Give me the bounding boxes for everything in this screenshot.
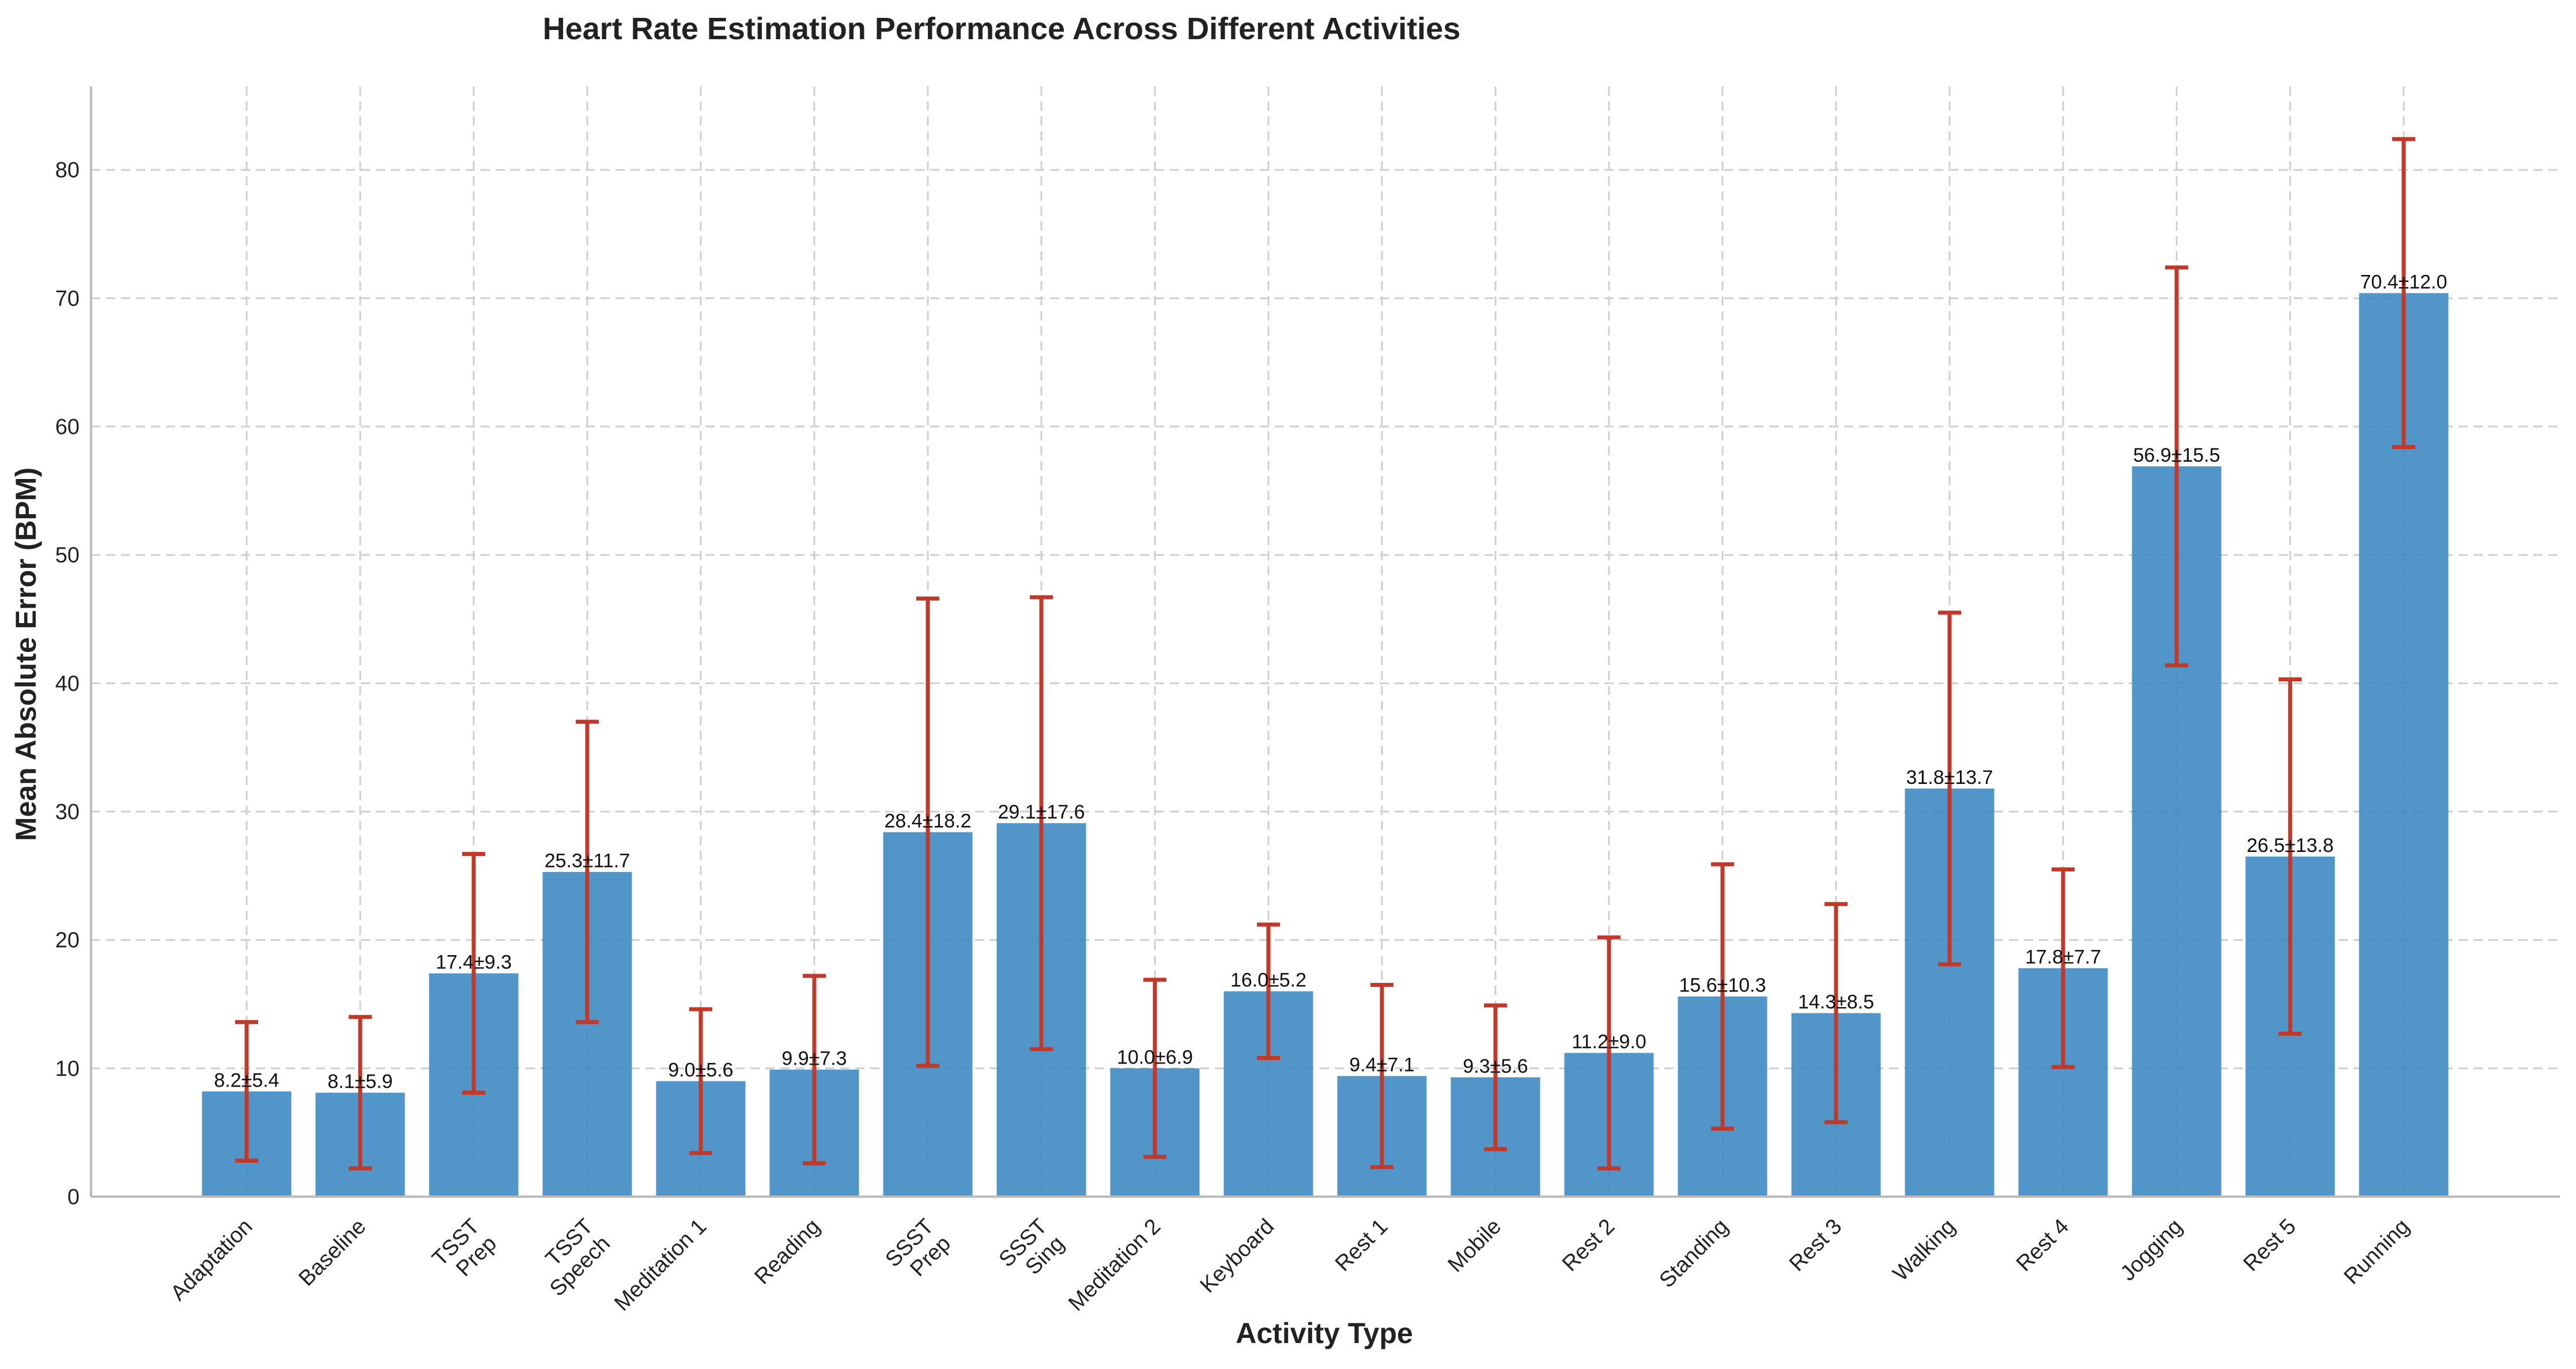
y-tick-label: 70: [55, 286, 80, 311]
error-bar-layer: [235, 137, 2415, 1171]
data-label: 25.3±11.7: [545, 850, 630, 872]
data-label: 8.1±5.9: [327, 1071, 392, 1093]
x-tick-label: Rest 1: [1331, 1215, 1392, 1276]
data-label: 26.5±13.8: [2246, 835, 2333, 857]
x-tick-label: Meditation 1: [610, 1215, 711, 1316]
data-label: 8.2±5.4: [214, 1069, 279, 1091]
x-tick-label: Rest 5: [2239, 1215, 2301, 1276]
bar-layer: [202, 293, 2449, 1197]
data-label: 31.8±13.7: [1906, 767, 1993, 789]
y-tick-label: 50: [55, 544, 80, 568]
data-label: 9.3±5.6: [1463, 1055, 1528, 1077]
y-tick-label: 80: [55, 159, 80, 183]
y-tick-label: 0: [67, 1185, 80, 1209]
data-label: 56.9±15.5: [2133, 444, 2220, 466]
data-label: 17.8±7.7: [2025, 946, 2101, 968]
y-tick-label: 30: [55, 800, 80, 824]
data-label-layer: 8.2±5.4 8.1±5.9 17.4±9.3 25.3±11.7 9.0±5.6 9.…: [214, 271, 2447, 1092]
data-label: 29.1±17.6: [998, 801, 1085, 823]
data-label: 15.6±10.3: [1679, 975, 1766, 997]
data-label: 16.0±5.2: [1230, 970, 1306, 991]
x-tick-label: SSSTSing: [994, 1215, 1069, 1289]
data-label: 10.0±6.9: [1117, 1046, 1193, 1068]
x-tick-label: Rest 3: [1785, 1215, 1846, 1276]
x-tick-label: Keyboard: [1196, 1215, 1279, 1298]
x-tick-label: TSSTPrep: [428, 1215, 501, 1288]
x-tick-label: Rest 4: [2012, 1215, 2073, 1276]
y-tick-label: 20: [55, 929, 80, 953]
x-tick-label: Walking: [1888, 1215, 1960, 1286]
x-tick-label: Reading: [750, 1215, 825, 1289]
x-axis-label: Activity Type: [1236, 1317, 1413, 1349]
chart-title: Heart Rate Estimation Performance Across…: [543, 12, 1461, 46]
x-tick-label: Adaptation: [166, 1215, 257, 1306]
y-tick-label: 40: [55, 672, 80, 696]
x-tick-label: Jogging: [2116, 1215, 2188, 1286]
data-label: 17.4±9.3: [436, 952, 512, 974]
data-label: 28.4±18.2: [884, 810, 971, 832]
x-tick-label: TSSTSpeech: [528, 1215, 615, 1302]
y-tick-label: 60: [55, 415, 80, 439]
data-label: 9.0±5.6: [668, 1059, 733, 1081]
x-tick-label: Running: [2340, 1215, 2415, 1289]
x-tick-label: Standing: [1655, 1215, 1733, 1293]
x-tick-label: Rest 2: [1558, 1215, 1619, 1276]
data-label: 9.9±7.3: [781, 1048, 847, 1070]
x-tick-label: Baseline: [294, 1215, 371, 1291]
x-tick-label: Meditation 2: [1064, 1215, 1165, 1316]
data-label: 11.2±9.0: [1572, 1031, 1646, 1053]
data-label: 70.4±12.0: [2360, 271, 2447, 293]
data-label: 9.4±7.1: [1349, 1054, 1414, 1076]
y-tick-label: 10: [55, 1057, 80, 1081]
x-tick-label: SSSTPrep: [881, 1215, 955, 1289]
x-tick-label: Mobile: [1444, 1215, 1506, 1277]
data-label: 14.3±8.5: [1798, 991, 1874, 1013]
y-axis-label: Mean Absolute Error (BPM): [10, 467, 42, 841]
